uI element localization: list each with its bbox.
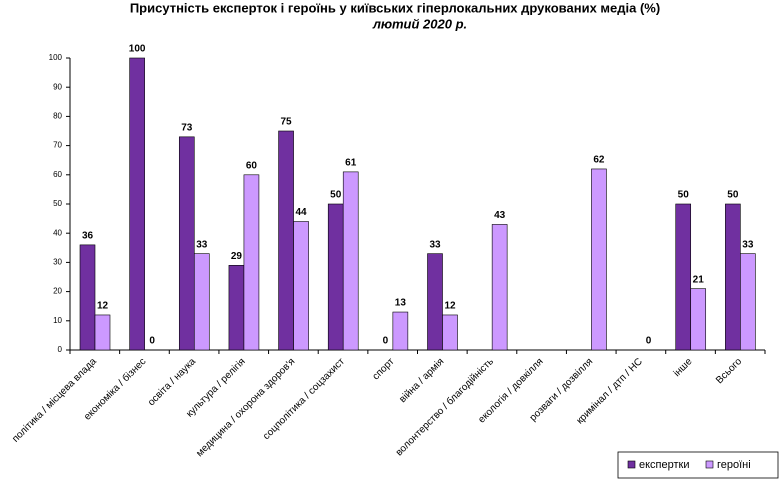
bar	[725, 203, 741, 351]
value-label: 33	[196, 239, 208, 250]
value-label: 73	[181, 122, 193, 133]
value-label: 36	[82, 231, 94, 242]
value-label: 50	[330, 190, 342, 201]
value-label: 44	[296, 207, 308, 218]
value-label: 100	[129, 44, 146, 55]
legend-swatch	[627, 460, 636, 469]
value-label: 60	[246, 160, 258, 171]
value-label: 0	[383, 336, 389, 347]
bar	[591, 168, 607, 351]
value-label: 12	[97, 301, 109, 312]
bar	[392, 311, 409, 351]
bar	[491, 224, 508, 351]
legend-swatch	[705, 460, 714, 469]
y-tick-label: 100	[49, 53, 63, 62]
legend-label: експертки	[639, 459, 690, 471]
value-label: 13	[395, 298, 407, 309]
bar	[675, 203, 692, 351]
value-label: 0	[646, 336, 652, 347]
bar	[342, 171, 359, 351]
value-label: 33	[429, 239, 441, 250]
x-tick-label: спорт	[371, 356, 397, 382]
x-tick-label: соцполітика / соцзахист	[261, 356, 347, 442]
value-label: 75	[281, 117, 293, 128]
value-label: 12	[444, 301, 456, 312]
x-tick-label: політика / місцева влада	[10, 356, 99, 445]
legend-box	[617, 451, 779, 479]
y-tick-label: 0	[58, 345, 63, 354]
x-tick-label: освіта / наука	[146, 356, 198, 408]
x-tick-label: інше	[672, 356, 695, 379]
bar	[327, 203, 344, 351]
x-tick-label: медицина / охорона здоров'я	[194, 356, 297, 459]
bar	[442, 314, 458, 351]
x-tick-label: війна / армія	[397, 356, 446, 405]
value-label: 0	[149, 336, 155, 347]
bar	[278, 130, 294, 351]
bar	[178, 136, 195, 351]
bar	[193, 253, 210, 351]
bar	[740, 253, 756, 351]
y-tick-label: 20	[53, 287, 62, 296]
bar	[94, 314, 111, 351]
value-label: 21	[693, 274, 705, 285]
bar	[243, 174, 260, 351]
legend-label: героїні	[717, 459, 751, 471]
value-label: 61	[345, 158, 357, 169]
y-tick-label: 80	[53, 112, 62, 121]
y-tick-label: 70	[53, 141, 62, 150]
bar	[690, 288, 707, 351]
value-label: 62	[593, 155, 605, 166]
value-label: 29	[231, 251, 243, 262]
value-label: 43	[494, 210, 506, 221]
bar	[228, 265, 245, 351]
bar	[293, 221, 309, 351]
x-tick-label: Всього	[714, 356, 744, 386]
bar	[79, 244, 96, 351]
y-tick-label: 90	[53, 82, 62, 91]
y-tick-label: 40	[53, 228, 62, 237]
chart-title: Присутність експерток і героїнь у київсь…	[130, 0, 660, 15]
chart-subtitle: лютий 2020 р.	[372, 16, 467, 31]
value-label: 50	[678, 190, 690, 201]
bar	[129, 57, 145, 351]
x-tick-label: волонтерство / благодійність	[393, 356, 496, 459]
bar	[427, 253, 443, 351]
value-label: 33	[742, 239, 754, 250]
y-tick-label: 60	[53, 170, 62, 179]
y-tick-label: 30	[53, 258, 62, 267]
value-label: 50	[727, 190, 739, 201]
y-tick-label: 10	[53, 316, 62, 325]
y-tick-label: 50	[53, 199, 62, 208]
